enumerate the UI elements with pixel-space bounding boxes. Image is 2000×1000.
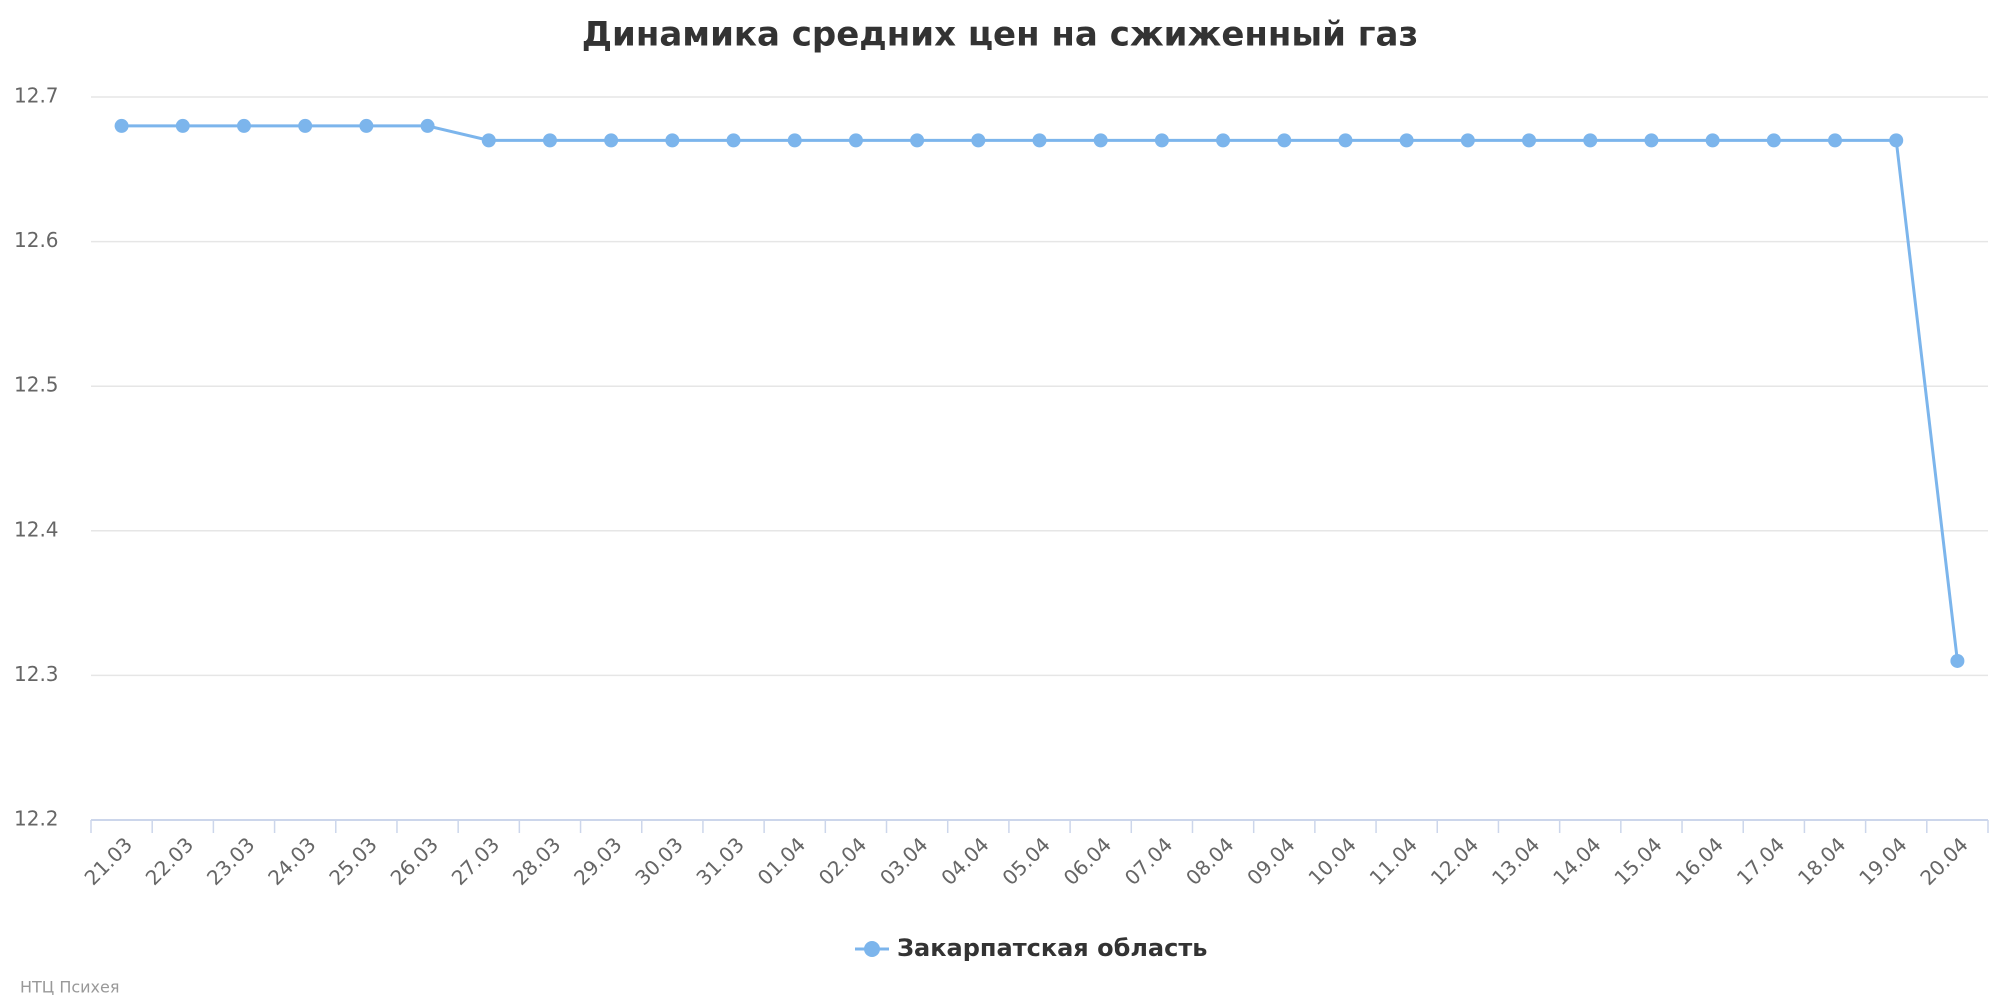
marker — [1644, 133, 1659, 148]
line — [121, 124, 1959, 662]
y-tick-label: 12.4 — [14, 517, 59, 541]
legend-label[interactable]: Закарпатская область — [897, 934, 1207, 962]
x-tick-label: 25.03 — [324, 832, 381, 889]
x-tick-label: 09.04 — [1242, 832, 1299, 889]
marker — [542, 133, 557, 148]
marker — [971, 133, 986, 148]
x-tick-label: 05.04 — [997, 832, 1054, 889]
legend-symbol[interactable] — [864, 941, 880, 957]
x-tick-label: 03.04 — [875, 832, 932, 889]
marker — [1154, 133, 1169, 148]
x-tick-label: 31.03 — [691, 832, 748, 889]
marker — [1950, 653, 1965, 668]
x-tick-label: 27.03 — [447, 832, 504, 889]
x-tick-label: 18.04 — [1793, 832, 1850, 889]
marker — [420, 118, 435, 133]
y-tick-label: 12.3 — [14, 662, 59, 686]
marker — [1705, 133, 1720, 148]
marker — [1583, 133, 1598, 148]
marker — [910, 133, 925, 148]
x-tick-label: 26.03 — [386, 832, 443, 889]
marker — [726, 133, 741, 148]
x-tick-label: 21.03 — [80, 832, 137, 889]
marker — [1460, 133, 1475, 148]
x-tick-label: 29.03 — [569, 832, 626, 889]
x-tick-label: 30.03 — [630, 832, 687, 889]
x-tick-label: 08.04 — [1181, 832, 1238, 889]
marker — [175, 118, 190, 133]
marker — [1828, 133, 1843, 148]
marker — [1093, 133, 1108, 148]
marker — [665, 133, 680, 148]
x-tick-label: 13.04 — [1487, 832, 1544, 889]
x-tick-label: 17.04 — [1732, 832, 1789, 889]
x-tick-label: 07.04 — [1120, 832, 1177, 889]
marker — [604, 133, 619, 148]
chart-title: Динамика средних цен на сжиженный газ — [582, 15, 1419, 55]
y-tick-label: 12.5 — [14, 373, 59, 397]
x-tick-label: 28.03 — [508, 832, 565, 889]
x-tick-label: 15.04 — [1609, 832, 1666, 889]
x-tick-label: 14.04 — [1548, 832, 1605, 889]
marker — [1889, 133, 1904, 148]
x-tick-label: 06.04 — [1059, 832, 1116, 889]
marker — [1216, 133, 1231, 148]
x-tick-label: 20.04 — [1915, 832, 1972, 889]
y-tick-label: 12.6 — [14, 228, 59, 252]
marker — [1032, 133, 1047, 148]
x-tick-label: 01.04 — [753, 832, 810, 889]
marker — [1277, 133, 1292, 148]
x-tick-label: 04.04 — [936, 832, 993, 889]
x-tick-label: 16.04 — [1671, 832, 1728, 889]
x-tick-label: 24.03 — [263, 832, 320, 889]
marker — [114, 118, 129, 133]
y-tick-label: 12.7 — [14, 84, 59, 108]
marker — [359, 118, 374, 133]
marker — [481, 133, 496, 148]
marker — [298, 118, 313, 133]
marker — [848, 133, 863, 148]
marker — [1399, 133, 1414, 148]
credits[interactable]: НТЦ Психея — [20, 978, 119, 997]
x-tick-label: 23.03 — [202, 832, 259, 889]
x-tick-label: 19.04 — [1854, 832, 1911, 889]
marker — [787, 133, 802, 148]
x-tick-label: 22.03 — [141, 832, 198, 889]
marker — [236, 118, 251, 133]
y-tick-label: 12.2 — [14, 807, 59, 831]
x-tick-label: 02.04 — [814, 832, 871, 889]
x-tick-label: 10.04 — [1303, 832, 1360, 889]
marker — [1522, 133, 1537, 148]
marker — [1338, 133, 1353, 148]
x-tick-label: 11.04 — [1365, 832, 1422, 889]
x-tick-label: 12.04 — [1426, 832, 1483, 889]
marker — [1766, 133, 1781, 148]
